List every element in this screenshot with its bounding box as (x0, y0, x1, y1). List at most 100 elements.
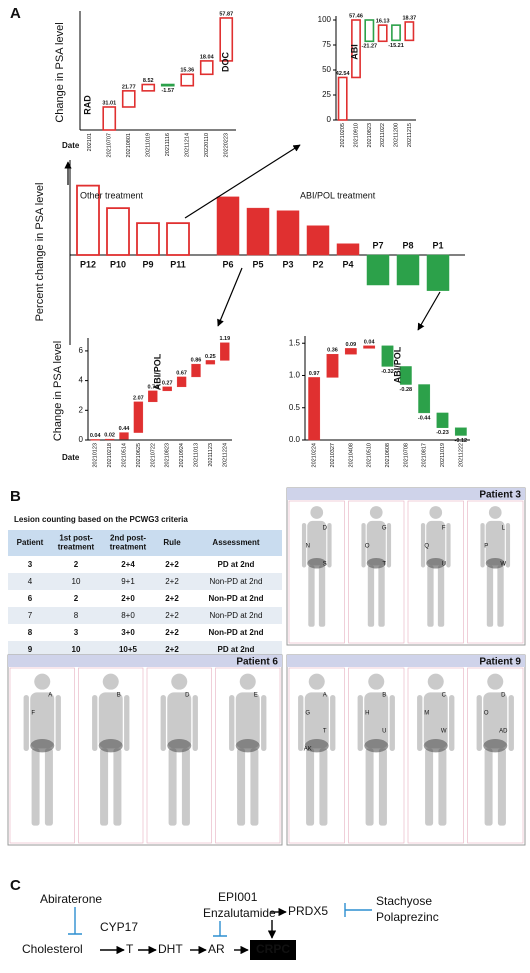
pelvis (235, 739, 260, 753)
pelvis (304, 739, 329, 753)
lesion-mark: W (500, 562, 506, 568)
y-tick-label: 0 (79, 435, 84, 444)
category-label: P4 (342, 259, 353, 269)
date-label: 20210823 (367, 123, 373, 147)
annotation: RAD (82, 95, 92, 115)
torso (366, 520, 386, 566)
bar (404, 21, 415, 42)
lesion-mark: H (365, 711, 369, 717)
date-label: 20210514 (121, 443, 127, 467)
table-row-bg (8, 607, 282, 624)
table-header: treatment (58, 543, 95, 552)
lesion-mark: P (484, 544, 488, 550)
table-cell: 2 (74, 560, 79, 569)
arrow (417, 291, 441, 331)
panel-label: A (10, 5, 21, 22)
bar (160, 83, 175, 87)
y-axis-label: Change in PSA level (52, 341, 64, 441)
scan-frame (407, 500, 464, 644)
table-cell: PD at 2nd (218, 560, 255, 569)
category-label: P10 (110, 259, 126, 269)
x-axis-label: Date (62, 141, 80, 150)
table-cell: 7 (28, 611, 33, 620)
bar (166, 222, 190, 256)
value-label: 1.19 (219, 336, 230, 342)
scan-figure (229, 673, 267, 826)
lesion-mark: AD (499, 729, 508, 735)
table-cell: PD at 2nd (218, 645, 255, 654)
date-label: 20211200 (393, 123, 399, 147)
table-cell: 2+2 (165, 611, 179, 620)
date-label: 20210708 (403, 443, 409, 467)
date-label: 20210722 (150, 443, 156, 467)
lesion-mark: L (502, 526, 506, 532)
bar (396, 254, 420, 286)
value-label: 0.36 (327, 348, 338, 354)
table-cell: 10 (72, 645, 81, 654)
value-label: -0.23 (436, 430, 449, 436)
date-label: 20210205 (340, 123, 346, 147)
bar (381, 345, 394, 367)
bar (399, 366, 412, 385)
value-label: 0.74 (147, 384, 159, 390)
date-label: 20220110 (204, 133, 210, 157)
table-row-bg (8, 641, 282, 658)
value-label: -0.28 (400, 387, 413, 393)
arm (505, 523, 511, 568)
torso (483, 692, 508, 749)
date-label: 20210608 (385, 443, 391, 467)
arm (476, 695, 482, 751)
bar (308, 377, 321, 441)
table-cell: 2+2 (165, 594, 179, 603)
leg (306, 748, 315, 826)
leg (486, 565, 494, 627)
bar (180, 73, 195, 87)
table-cell: Non-PD at 2nd (208, 594, 263, 603)
lesion-mark: G (382, 526, 387, 532)
lesion-mark: B (117, 693, 121, 699)
node: AR (208, 942, 225, 956)
arm (417, 695, 423, 751)
y-tick-label: 50 (322, 65, 331, 74)
bar (336, 243, 360, 256)
date-label: 20210510 (367, 443, 373, 467)
scan-frame (348, 667, 405, 844)
leg (308, 565, 315, 627)
table-header: Patient (17, 538, 44, 547)
scan-figure (361, 506, 392, 627)
category-label: P9 (142, 259, 153, 269)
y-tick-label: 1.5 (289, 338, 301, 347)
arm (420, 523, 426, 568)
scan-figure (476, 673, 514, 826)
bar (162, 386, 172, 392)
leg (181, 748, 190, 826)
table-row-bg (8, 556, 282, 573)
arm (229, 695, 235, 751)
lesion-mark: G (305, 711, 310, 717)
lesion-mark: D (323, 526, 328, 532)
node: PRDX5 (288, 904, 328, 918)
scan-frame (288, 667, 345, 844)
head (308, 673, 325, 690)
lesion-mark: U (382, 729, 386, 735)
arm (508, 695, 514, 751)
pelvis (30, 739, 55, 753)
date-label: 20211022 (380, 123, 386, 147)
table-cell: 3 (28, 560, 33, 569)
lesion-mark: W (441, 729, 447, 735)
lesion-mark: E (254, 693, 258, 699)
lesion-mark: S (323, 562, 327, 568)
scan-frame (9, 667, 75, 844)
bar (133, 401, 144, 433)
scan-header (287, 655, 525, 667)
category-label: P1 (432, 240, 443, 250)
head (369, 506, 383, 519)
lesion-mark: A (48, 693, 52, 699)
node: DHT (158, 942, 183, 956)
value-label: 2.07 (133, 395, 144, 401)
pelvis (426, 557, 446, 569)
annotation: ABI (349, 44, 359, 60)
date-label: 20210823 (165, 443, 171, 467)
bar (363, 345, 376, 349)
scan-label: Patient 3 (479, 490, 521, 501)
